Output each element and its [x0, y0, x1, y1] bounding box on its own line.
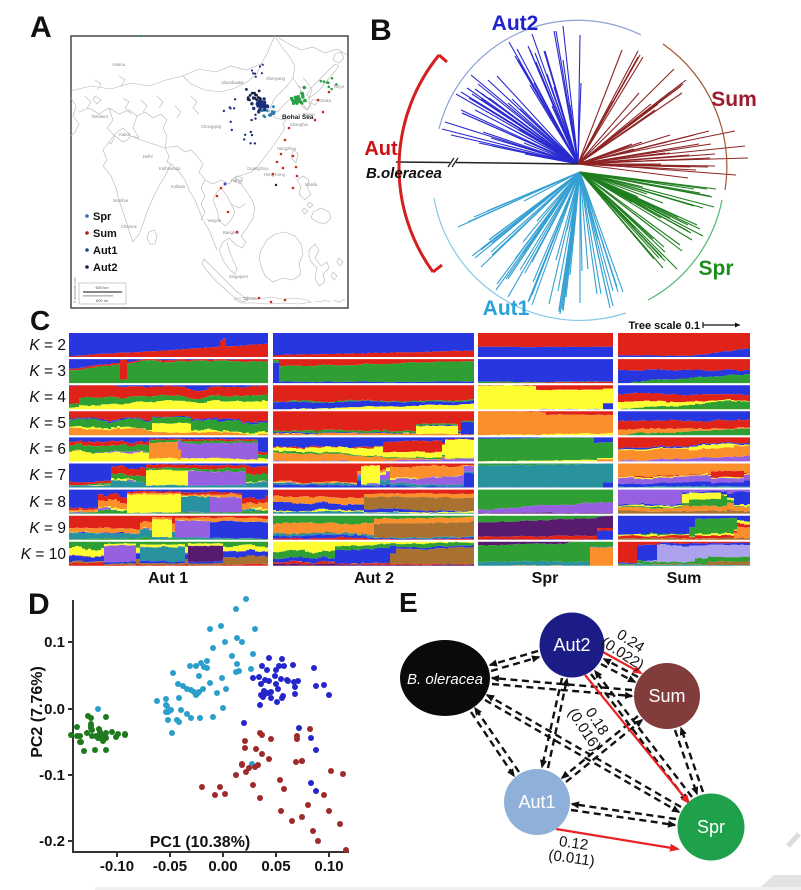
svg-text:Jakarta: Jakarta: [243, 296, 257, 301]
svg-text:0.10: 0.10: [314, 858, 343, 875]
svg-text:© amcharts.com: © amcharts.com: [73, 277, 77, 303]
svg-text:0.1: 0.1: [44, 634, 65, 651]
svg-text:PC2 (7.76%): PC2 (7.76%): [29, 666, 46, 758]
svg-text:-0.2: -0.2: [39, 833, 65, 850]
svg-text:K = 2: K = 2: [29, 337, 66, 354]
svg-text:-0.10: -0.10: [100, 858, 134, 875]
svg-text:-0.1: -0.1: [39, 767, 65, 784]
svg-text:K = 10: K = 10: [21, 546, 67, 563]
svg-text:Chongqing: Chongqing: [201, 124, 222, 129]
svg-text:Spr: Spr: [532, 570, 559, 587]
svg-text:B. oleracea: B. oleracea: [407, 671, 483, 688]
svg-text:Yangon: Yangon: [207, 218, 222, 223]
svg-text:Aut2: Aut2: [492, 12, 539, 35]
svg-text:0.00: 0.00: [208, 858, 237, 875]
svg-text:Aut1: Aut1: [518, 792, 555, 812]
svg-text:0.05: 0.05: [261, 858, 290, 875]
svg-text:Sum: Sum: [648, 686, 685, 706]
svg-text:0.12(0.011): 0.12(0.011): [547, 832, 597, 870]
svg-text:K = 8: K = 8: [29, 494, 66, 511]
svg-text:Sum: Sum: [711, 88, 757, 111]
svg-text:Aut: Aut: [364, 138, 398, 160]
svg-text:Sum: Sum: [93, 228, 117, 240]
svg-text:Bangkok: Bangkok: [223, 230, 240, 235]
svg-text:Aut1: Aut1: [93, 245, 117, 257]
svg-text:Tree scale 0.1: Tree scale 0.1: [628, 320, 700, 332]
svg-text:Guangzhou: Guangzhou: [247, 166, 269, 171]
svg-text:C: C: [30, 305, 50, 336]
svg-text:Hanoi: Hanoi: [231, 178, 242, 183]
svg-text:Aut 1: Aut 1: [148, 570, 188, 587]
svg-text:Kabul: Kabul: [119, 132, 130, 137]
svg-text:600 mi: 600 mi: [96, 298, 108, 303]
svg-text:Aut2: Aut2: [93, 262, 117, 274]
svg-text:0.0: 0.0: [44, 701, 65, 718]
svg-text:B: B: [370, 14, 392, 47]
svg-text:Hong Kong: Hong Kong: [264, 172, 286, 177]
svg-text:Shanghai: Shanghai: [290, 122, 308, 127]
svg-text:PC1 (10.38%): PC1 (10.38%): [150, 834, 251, 851]
svg-text:Shenyang: Shenyang: [266, 76, 286, 81]
svg-text:Bohai Sea: Bohai Sea: [282, 114, 314, 121]
svg-text:Hangzhou: Hangzhou: [277, 146, 297, 151]
svg-text:Ulaanbaatar: Ulaanbaatar: [221, 80, 244, 85]
svg-text:E: E: [399, 587, 418, 618]
svg-text:Spr: Spr: [93, 211, 112, 223]
svg-text:A: A: [30, 11, 52, 44]
svg-text:Osaka: Osaka: [319, 98, 332, 103]
svg-text:Kathmandu: Kathmandu: [159, 166, 181, 171]
svg-text:Sum: Sum: [667, 570, 702, 587]
svg-text:K = 7: K = 7: [29, 467, 66, 484]
svg-text:K = 9: K = 9: [29, 520, 66, 537]
svg-text:Mumbai: Mumbai: [113, 198, 128, 203]
svg-text:-0.05: -0.05: [153, 858, 187, 875]
svg-text:Kolkata: Kolkata: [171, 184, 186, 189]
svg-text:Spr: Spr: [697, 817, 725, 837]
svg-text:K = 5: K = 5: [29, 415, 66, 432]
svg-text:Aut 2: Aut 2: [354, 570, 394, 587]
svg-text:B.oleracea: B.oleracea: [366, 165, 442, 182]
svg-text:Manila: Manila: [305, 182, 318, 187]
svg-text:Aut2: Aut2: [553, 635, 590, 655]
svg-text:D: D: [28, 588, 50, 621]
svg-text:Chennai: Chennai: [121, 224, 137, 229]
svg-text:K = 4: K = 4: [29, 389, 66, 406]
svg-text:Tokyo: Tokyo: [333, 84, 345, 89]
svg-text:K = 3: K = 3: [29, 363, 66, 380]
svg-text:Delhi: Delhi: [143, 154, 153, 159]
svg-text:Singapore: Singapore: [229, 274, 249, 279]
svg-text:Spr: Spr: [698, 257, 733, 280]
svg-text:600 km: 600 km: [95, 285, 109, 290]
svg-text:K = 6: K = 6: [29, 441, 66, 458]
svg-text:Astana: Astana: [112, 62, 126, 67]
svg-text:Aut1: Aut1: [483, 297, 530, 320]
svg-text:Busan: Busan: [303, 112, 316, 117]
svg-text:Tashkent: Tashkent: [91, 114, 109, 119]
